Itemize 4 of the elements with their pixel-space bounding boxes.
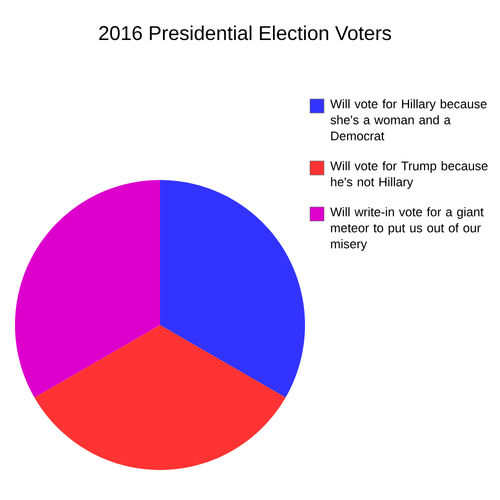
chart-title: 2016 Presidential Election Voters: [99, 26, 391, 40]
legend-label: Will write-in vote for a giant meteor to put us out of our misery: [330, 207, 484, 251]
legend-label: Will vote for Hillary because she's a woman and a Democrat: [330, 99, 487, 140]
legend-label: Will vote for Trump because he's not Hillary: [330, 161, 488, 189]
